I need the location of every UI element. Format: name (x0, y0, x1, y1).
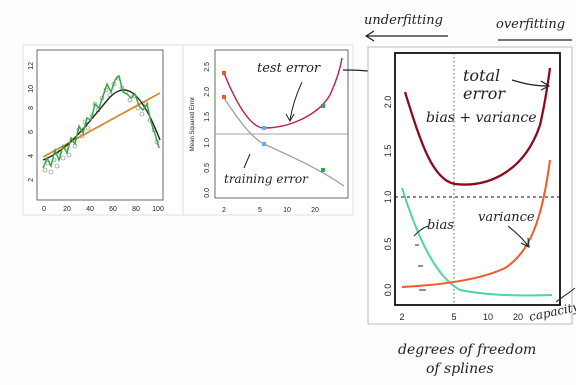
bv-xtick: 2 (399, 312, 404, 322)
mse-panel: Mean Squared Error 0.0 0.5 1.0 1.5 2.0 2… (182, 44, 354, 216)
variance-label: variance (478, 210, 535, 225)
variance-arrowhead (520, 237, 530, 248)
bias-label: bias (427, 218, 454, 233)
fit-ytick: 10 (28, 85, 35, 93)
marker-orange-test (222, 71, 226, 75)
fit-ytick: 8 (28, 106, 35, 110)
fit-panel-frame (22, 44, 184, 216)
mse-ytick: 0.0 (204, 188, 211, 198)
bias-arrow (413, 225, 429, 237)
test-error-arrowhead (285, 113, 295, 123)
bv-plot-box (394, 52, 561, 306)
fit-plot-box (36, 49, 164, 201)
mse-ytick: 0.5 (204, 163, 211, 173)
fit-xtick: 60 (109, 206, 117, 213)
fit-xtick: 40 (86, 206, 94, 213)
mse-ytick: 2.0 (204, 87, 211, 97)
xlabel-line-2: of splines (426, 361, 494, 377)
marker-orange-train (222, 95, 226, 99)
fit-ytick: 12 (28, 62, 35, 70)
total-arrowhead (540, 80, 551, 91)
bv-ytick: 1.5 (383, 145, 393, 158)
underfitting-label: underfitting (364, 13, 443, 28)
xlabel-line-1: degrees of freedom (398, 342, 536, 358)
bv-ytick: 0.0 (383, 284, 393, 297)
mse-xtick: 20 (311, 207, 319, 214)
bias-variance-panel: 0.0 0.5 1.0 1.5 2.0 2 5 10 20 total erro… (367, 46, 573, 325)
smooth-fit-line (42, 89, 161, 161)
fit-ytick: 4 (28, 154, 35, 158)
mse-ytick: 1.5 (204, 112, 211, 122)
capacity-arrow (555, 287, 576, 303)
mse-xtick: 10 (283, 207, 291, 214)
bv-ytick: 2.0 (383, 96, 393, 109)
mse-ytick: 1.0 (204, 138, 211, 148)
bias-variance-label: bias + variance (426, 110, 537, 126)
mse-ytick: 2.5 (204, 62, 211, 72)
training-error-label: training error (224, 172, 309, 186)
total-error-curve (403, 67, 552, 186)
marker-blue-train (262, 142, 266, 146)
fit-xtick: 80 (132, 206, 140, 213)
wiggly-fit-line (42, 74, 160, 169)
marker-blue-test (262, 126, 266, 130)
fit-xtick: 20 (63, 206, 71, 213)
variance-curve (401, 159, 551, 288)
test-error-arrow (289, 81, 303, 121)
total-label-2: error (463, 84, 506, 103)
fit-panel: 2 4 6 8 10 12 0 20 40 60 80 100 (22, 44, 184, 216)
total-arrow (511, 79, 549, 87)
mse-xtick: 5 (258, 207, 262, 214)
test-error-label: test error (257, 61, 321, 76)
mse-panel-frame (182, 44, 354, 216)
fit-xtick: 100 (152, 206, 164, 213)
fit-xtick: 0 (42, 206, 46, 213)
marker-green-test (321, 104, 325, 108)
marker-green-train (321, 168, 325, 172)
fit-ytick: 2 (28, 178, 35, 182)
bv-ytick: 1.0 (383, 191, 393, 204)
test-error-curve (223, 57, 343, 129)
training-error-arrow (243, 153, 251, 169)
bias-curve (401, 187, 553, 297)
variance-arrow (507, 225, 529, 247)
mse-ylabel: Mean Squared Error (190, 97, 196, 151)
underfitting-arrowhead (364, 30, 375, 42)
fit-ytick: 6 (28, 130, 35, 134)
bv-xtick: 20 (513, 312, 523, 322)
mse-plot-box (214, 49, 349, 199)
overfitting-label: overfitting (496, 17, 565, 32)
bv-xtick: 10 (483, 312, 493, 322)
bv-xtick: 5 (451, 312, 456, 322)
bv-ytick: 0.5 (383, 238, 393, 251)
total-label-1: total (463, 66, 500, 85)
mse-xtick: 2 (222, 207, 226, 214)
